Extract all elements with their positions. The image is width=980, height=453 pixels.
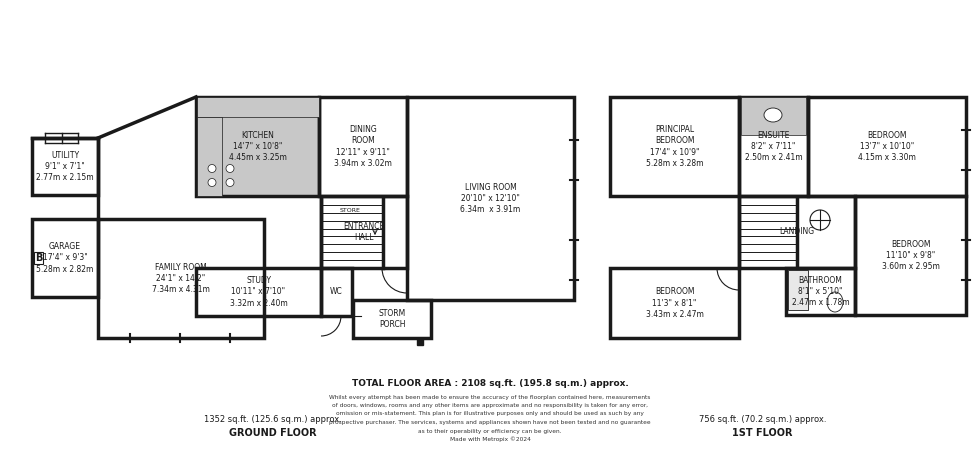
Bar bbox=[407, 97, 574, 300]
Bar bbox=[739, 97, 808, 196]
Ellipse shape bbox=[827, 292, 843, 312]
Text: ENSUITE
8'2" x 7'11"
2.50m x 2.41m: ENSUITE 8'2" x 7'11" 2.50m x 2.41m bbox=[745, 130, 803, 163]
Text: omission or mis-statement. This plan is for illustrative purposes only and shoul: omission or mis-statement. This plan is … bbox=[336, 411, 644, 416]
Text: B: B bbox=[35, 253, 42, 263]
Circle shape bbox=[208, 164, 216, 173]
Bar bbox=[610, 97, 739, 196]
Text: FAMILY ROOM
24'1" x 14'2"
7.34m x 4.31m: FAMILY ROOM 24'1" x 14'2" 7.34m x 4.31m bbox=[152, 263, 210, 294]
Bar bbox=[788, 270, 808, 310]
Ellipse shape bbox=[764, 108, 782, 122]
Text: BEDROOM
13'7" x 10'10"
4.15m x 3.30m: BEDROOM 13'7" x 10'10" 4.15m x 3.30m bbox=[858, 130, 916, 163]
Text: LIVING ROOM
20'10" x 12'10"
6.34m  x 3.91m: LIVING ROOM 20'10" x 12'10" 6.34m x 3.91… bbox=[461, 183, 520, 214]
Bar bbox=[319, 97, 407, 196]
Text: 1ST FLOOR: 1ST FLOOR bbox=[732, 428, 793, 438]
Text: GROUND FLOOR: GROUND FLOOR bbox=[228, 428, 317, 438]
Text: 756 sq.ft. (70.2 sq.m.) approx.: 756 sq.ft. (70.2 sq.m.) approx. bbox=[699, 414, 826, 424]
Text: LANDING: LANDING bbox=[779, 227, 814, 236]
Text: ENTRANCE
HALL: ENTRANCE HALL bbox=[343, 222, 384, 242]
Bar bbox=[32, 219, 98, 297]
Text: UTILITY
9'1" x 7'1"
2.77m x 2.15m: UTILITY 9'1" x 7'1" 2.77m x 2.15m bbox=[36, 150, 94, 183]
Text: GARAGE
17'4" x 9'3"
5.28m x 2.82m: GARAGE 17'4" x 9'3" 5.28m x 2.82m bbox=[36, 242, 94, 274]
Text: STUDY
10'11" x 7'10"
3.32m x 2.40m: STUDY 10'11" x 7'10" 3.32m x 2.40m bbox=[229, 276, 287, 308]
Text: Made with Metropix ©2024: Made with Metropix ©2024 bbox=[450, 437, 530, 442]
Text: as to their operability or efficiency can be given.: as to their operability or efficiency ca… bbox=[418, 429, 562, 434]
Text: BEDROOM
11'3" x 8'1"
3.43m x 2.47m: BEDROOM 11'3" x 8'1" 3.43m x 2.47m bbox=[646, 287, 704, 319]
Bar bbox=[321, 268, 352, 316]
Bar bbox=[321, 196, 407, 268]
Text: 1352 sq.ft. (125.6 sq.m.) approx.: 1352 sq.ft. (125.6 sq.m.) approx. bbox=[204, 414, 341, 424]
Text: DINING
ROOM
12'11" x 9'11"
3.94m x 3.02m: DINING ROOM 12'11" x 9'11" 3.94m x 3.02m bbox=[334, 125, 392, 168]
Text: of doors, windows, rooms and any other items are approximate and no responsibili: of doors, windows, rooms and any other i… bbox=[332, 403, 648, 408]
Text: KITCHEN
14'7" x 10'8"
4.45m x 3.25m: KITCHEN 14'7" x 10'8" 4.45m x 3.25m bbox=[228, 130, 286, 163]
Bar bbox=[855, 196, 966, 315]
Text: TOTAL FLOOR AREA : 2108 sq.ft. (195.8 sq.m.) approx.: TOTAL FLOOR AREA : 2108 sq.ft. (195.8 sq… bbox=[352, 379, 628, 387]
Bar bbox=[197, 97, 319, 117]
Bar bbox=[739, 196, 855, 268]
Circle shape bbox=[226, 178, 234, 187]
Text: prospective purchaser. The services, systems and appliances shown have not been : prospective purchaser. The services, sys… bbox=[329, 420, 651, 425]
Text: Whilst every attempt has been made to ensure the accuracy of the floorplan conta: Whilst every attempt has been made to en… bbox=[329, 395, 651, 400]
Bar bbox=[196, 97, 319, 196]
Bar bbox=[196, 268, 321, 316]
Text: PRINCIPAL
BEDROOM
17'4" x 10'9"
5.28m x 3.28m: PRINCIPAL BEDROOM 17'4" x 10'9" 5.28m x … bbox=[646, 125, 704, 168]
Bar bbox=[610, 268, 739, 338]
Bar bbox=[32, 138, 98, 195]
Bar bbox=[808, 97, 966, 196]
Bar bbox=[786, 268, 855, 315]
Text: STORE: STORE bbox=[340, 207, 361, 212]
Text: BEDROOM
11'10" x 9'8"
3.60m x 2.95m: BEDROOM 11'10" x 9'8" 3.60m x 2.95m bbox=[882, 240, 940, 271]
Text: WC: WC bbox=[330, 288, 343, 297]
Bar bbox=[353, 300, 431, 338]
Text: STORM
PORCH: STORM PORCH bbox=[378, 309, 406, 329]
Circle shape bbox=[208, 178, 216, 187]
Circle shape bbox=[226, 164, 234, 173]
Bar bbox=[741, 97, 806, 135]
Text: BATHROOM
8'1" x 5'10"
2.47m x 1.78m: BATHROOM 8'1" x 5'10" 2.47m x 1.78m bbox=[792, 275, 850, 308]
Bar bbox=[197, 117, 222, 196]
Bar bbox=[98, 219, 264, 338]
